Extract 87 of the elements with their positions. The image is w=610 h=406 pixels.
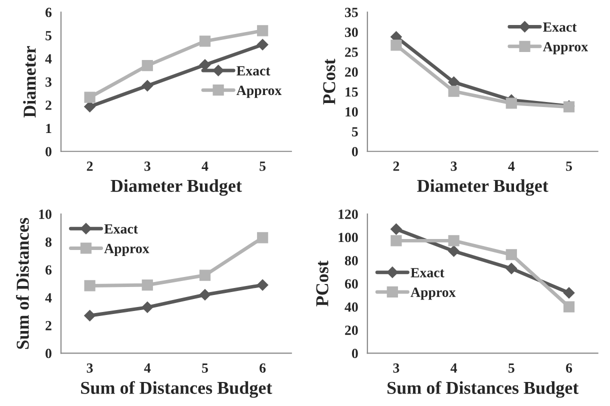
y-tick-label: 30: [345, 28, 358, 38]
point: [448, 86, 460, 97]
x-tick-label: 3: [144, 162, 150, 171]
x-axis-title: Sum of Distances Budget: [388, 381, 579, 398]
x-tick-label: 5: [508, 363, 514, 373]
point: [506, 98, 517, 109]
y-tick-label: 120: [338, 210, 358, 219]
y-tick-label: 5: [46, 31, 52, 40]
y-tick-label: 40: [344, 302, 358, 312]
legend-label: Approx: [236, 86, 282, 98]
y-tick-label: 8: [45, 237, 52, 247]
legend-label: Approx: [410, 288, 456, 300]
point: [256, 279, 268, 291]
point: [142, 60, 153, 72]
point: [199, 289, 211, 300]
x-tick-label: 4: [508, 162, 515, 171]
x-tick-label: 4: [450, 363, 458, 373]
y-tick-label: 0: [352, 348, 358, 358]
legend-label: Approx: [104, 244, 150, 256]
x-tick-label: 3: [393, 363, 400, 373]
point: [390, 40, 402, 51]
x-tick-label: 2: [86, 162, 93, 171]
y-tick-label: 4: [45, 293, 52, 302]
legend-label: Exact: [236, 66, 270, 76]
y-axis-title: PCost: [316, 260, 328, 306]
point: [448, 235, 460, 246]
y-tick-label: 35: [345, 8, 358, 18]
y-tick-label: 2: [46, 321, 52, 330]
point: [257, 232, 268, 244]
point: [506, 262, 518, 274]
legend-label: Exact: [104, 224, 138, 234]
y-tick-label: 15: [346, 87, 358, 97]
y-axis-title: Diameter: [23, 46, 36, 118]
y-tick-label: 10: [39, 210, 52, 219]
y-tick-label: 25: [345, 48, 358, 57]
y-tick-label: 100: [338, 232, 358, 242]
x-tick-label: 5: [260, 162, 266, 171]
x-axis-title: Sum of Distances Budget: [81, 381, 272, 398]
y-tick-label: 20: [345, 67, 358, 77]
y-tick-label: 20: [345, 326, 358, 335]
y-tick-label: 2: [46, 100, 52, 110]
point: [84, 280, 96, 292]
y-tick-label: 0: [46, 348, 52, 358]
y-tick-label: 5: [352, 127, 358, 136]
point: [563, 301, 575, 312]
x-axis-title: Diameter Budget: [110, 179, 242, 196]
y-axis-title: PCost: [323, 58, 336, 105]
point: [390, 235, 402, 246]
point: [390, 223, 402, 235]
x-axis-title: Diameter Budget: [417, 179, 548, 196]
point: [199, 59, 211, 70]
y-tick-label: 80: [344, 256, 358, 266]
legend-label: Exact: [543, 22, 577, 32]
point: [256, 39, 268, 50]
x-tick-label: 5: [202, 363, 208, 373]
x-tick-label: 2: [393, 162, 400, 171]
point: [448, 246, 460, 257]
x-tick-label: 6: [566, 363, 572, 373]
point: [199, 270, 211, 281]
y-tick-label: 60: [344, 279, 358, 289]
y-axis-title: Sum of Distances: [16, 218, 29, 349]
point: [84, 101, 96, 112]
y-tick-label: 3: [46, 77, 52, 87]
y-tick-label: 0: [46, 146, 52, 156]
y-tick-label: 10: [346, 107, 358, 117]
y-tick-label: 4: [45, 54, 52, 64]
point: [257, 25, 268, 36]
x-tick-label: 6: [260, 363, 266, 373]
x-tick-label: 3: [86, 363, 93, 373]
point: [84, 92, 96, 103]
y-tick-label: 1: [46, 124, 52, 133]
point: [142, 302, 153, 313]
point: [563, 287, 575, 299]
point: [142, 279, 153, 291]
x-tick-label: 5: [566, 162, 572, 171]
legend-label: Exact: [410, 268, 444, 278]
x-tick-label: 3: [450, 162, 457, 171]
point: [142, 80, 153, 92]
x-tick-label: 4: [202, 162, 208, 171]
y-tick-label: 6: [46, 265, 52, 275]
y-tick-label: 6: [46, 8, 52, 18]
point: [84, 310, 96, 322]
point: [199, 36, 211, 47]
x-tick-label: 4: [144, 363, 151, 373]
legend-label: Approx: [542, 42, 588, 54]
y-tick-label: 0: [352, 146, 358, 156]
point: [506, 249, 517, 260]
